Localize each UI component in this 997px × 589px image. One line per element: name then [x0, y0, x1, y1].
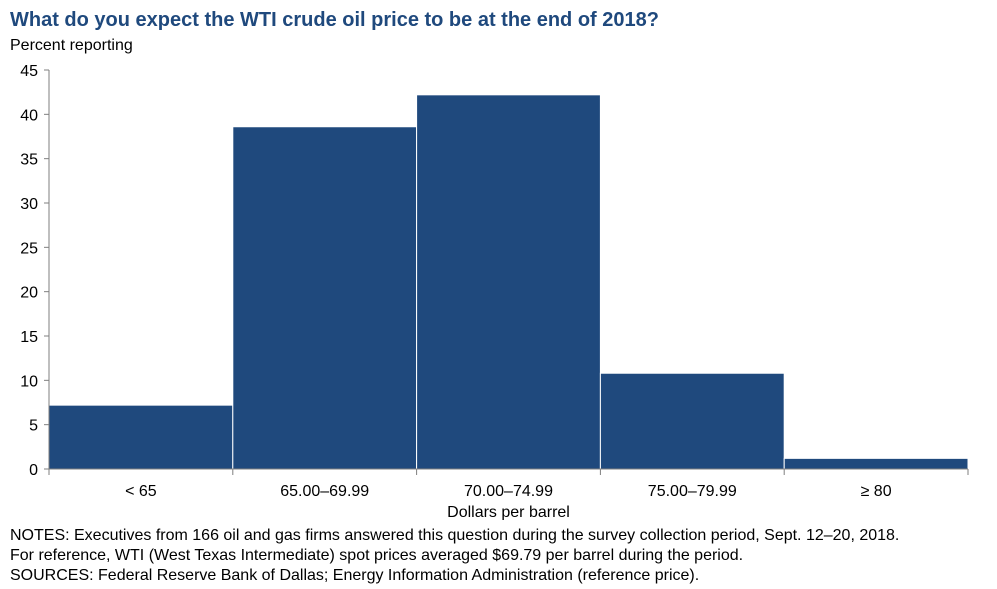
x-category-label-2: 70.00–74.99 — [464, 483, 553, 500]
x-axis-label: Dollars per barrel — [447, 504, 570, 520]
notes-line-2: For reference, WTI (West Texas Intermedi… — [10, 547, 744, 564]
y-axis-label: Percent reporting — [10, 37, 133, 54]
y-tick-label-2: 10 — [20, 373, 38, 390]
y-tick-label-0: 0 — [29, 462, 38, 479]
sources-line: SOURCES: Federal Reserve Bank of Dallas;… — [10, 567, 700, 584]
y-tick-label-4: 20 — [20, 285, 38, 302]
bar-0 — [48, 404, 234, 470]
chart-title: What do you expect the WTI crude oil pri… — [10, 9, 659, 31]
x-category-label-4: ≥ 80 — [861, 483, 892, 500]
x-category-label-3: 75.00–79.99 — [648, 483, 737, 500]
bar-3 — [599, 372, 785, 470]
bar-2 — [416, 94, 601, 470]
notes-line-1: NOTES: Executives from 166 oil and gas f… — [10, 527, 900, 544]
y-tick-label-6: 30 — [20, 196, 38, 213]
y-tick-label-9: 45 — [20, 63, 38, 80]
y-tick-label-7: 35 — [20, 152, 38, 169]
x-category-label-1: 65.00–69.99 — [280, 483, 369, 500]
bar-chart: 0 5 10 15 20 25 30 35 40 45 < 65 65.00–69.99 70.00–7… — [20, 63, 969, 520]
bar-4 — [783, 457, 969, 470]
y-tick-label-3: 15 — [20, 329, 38, 346]
bar-1 — [232, 126, 418, 470]
y-tick-label-1: 5 — [29, 418, 38, 435]
chart-notes: NOTES: Executives from 166 oil and gas f… — [10, 526, 980, 586]
y-tick-label-8: 40 — [20, 107, 38, 124]
y-tick-label-5: 25 — [20, 240, 38, 257]
x-category-label-0: < 65 — [125, 483, 157, 500]
